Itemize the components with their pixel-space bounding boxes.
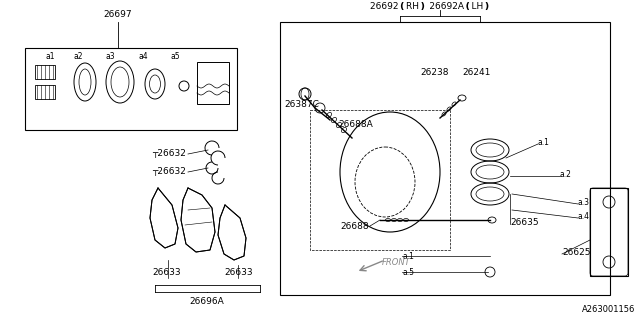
Text: ┬26632: ┬26632 [152,148,186,157]
Text: a3: a3 [105,52,115,61]
Text: 26633: 26633 [152,268,180,277]
Text: 26688: 26688 [340,222,369,231]
Text: a4: a4 [138,52,148,61]
Text: A263001156: A263001156 [582,305,635,314]
Text: 26238: 26238 [420,68,449,77]
Text: a.5: a.5 [402,268,414,277]
Text: 26696A: 26696A [189,297,225,306]
Text: 26688A: 26688A [338,120,372,129]
Text: ┬26632: ┬26632 [152,166,186,175]
Text: 26633: 26633 [224,268,253,277]
Text: a.1: a.1 [402,252,414,261]
Text: a2: a2 [73,52,83,61]
Polygon shape [181,188,215,252]
Text: a.1: a.1 [538,138,550,147]
Text: 26635: 26635 [510,218,539,227]
Text: a.3: a.3 [578,198,590,207]
Text: a.2: a.2 [560,170,572,179]
Bar [310,110,450,250]
Bar [590,188,628,276]
Bar [35,65,55,79]
Polygon shape [150,188,178,248]
Text: 26697: 26697 [104,10,132,19]
Text: a.4: a.4 [578,212,590,221]
Text: 26387C: 26387C [284,100,319,109]
Polygon shape [218,205,246,260]
Text: a1: a1 [45,52,54,61]
Bar [25,48,237,130]
Text: FRONT: FRONT [382,258,411,267]
Bar [280,22,610,295]
Text: a5: a5 [170,52,180,61]
Bar [197,62,229,104]
Bar [35,85,55,99]
Text: 26241: 26241 [462,68,490,77]
Text: 26692❪RH❫ 26692A❪LH❫: 26692❪RH❫ 26692A❪LH❫ [370,2,490,11]
Text: 26625: 26625 [562,248,591,257]
